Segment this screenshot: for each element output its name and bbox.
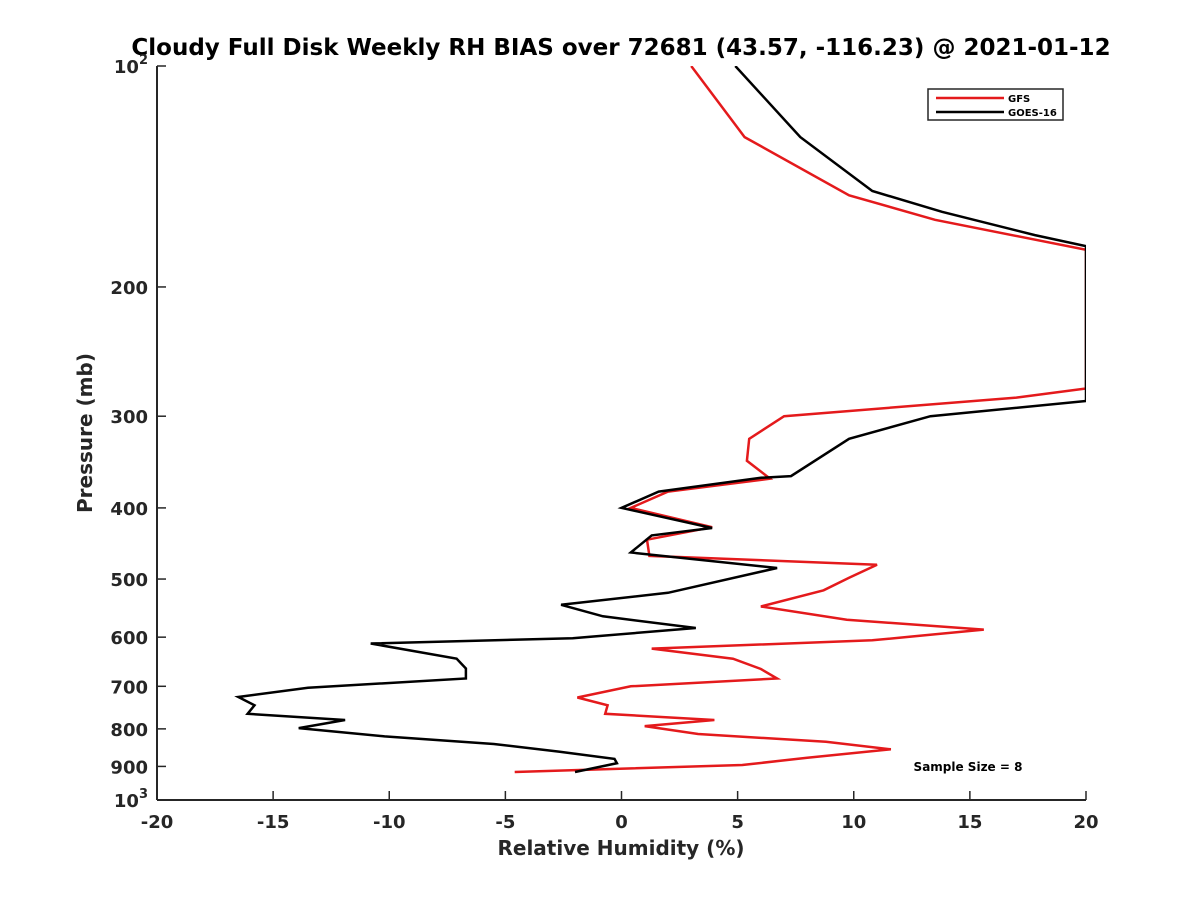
x-axis-label: Relative Humidity (%) (497, 836, 744, 860)
series-line-gfs (514, 66, 1086, 774)
series-layer (234, 66, 1086, 774)
y-tick-label: 500 (110, 570, 148, 591)
plot-background (157, 66, 1086, 800)
y-tick-label: 102 (114, 53, 148, 78)
x-tick-label: 0 (615, 812, 628, 833)
y-axis-label: Pressure (mb) (73, 353, 97, 513)
x-tick-label: -15 (257, 812, 290, 833)
y-tick-label: 103 (114, 787, 148, 812)
x-tick-label: 15 (957, 812, 982, 833)
y-tick-label: 900 (110, 757, 148, 778)
x-tick-label: -10 (373, 812, 406, 833)
legend-label: GFS (1008, 94, 1030, 105)
x-tick-label: 5 (731, 812, 744, 833)
sample-size-annotation: Sample Size = 8 (914, 760, 1023, 774)
x-tick-label: 10 (841, 812, 866, 833)
chart-title: Cloudy Full Disk Weekly RH BIAS over 726… (131, 35, 1110, 61)
legend: GFS GOES-16 (927, 88, 1064, 121)
y-tick-label: 200 (110, 278, 148, 299)
y-tick-label: 400 (110, 499, 148, 520)
y-tick-label: 700 (110, 677, 148, 698)
x-axis-ticks: -20 -15 -10 -5 0 5 10 15 20 (141, 791, 1099, 833)
y-tick-label: 300 (110, 407, 148, 428)
legend-label: GOES-16 (1008, 108, 1057, 119)
legend-items: GFS GOES-16 (936, 94, 1057, 119)
x-tick-label: -20 (141, 812, 174, 833)
x-tick-label: 20 (1073, 812, 1098, 833)
x-tick-label: -5 (495, 812, 515, 833)
plot-area: -20 -15 -10 -5 0 5 10 15 20 102 200 300 400 500 600 70… (110, 53, 1098, 833)
y-tick-label: 800 (110, 720, 148, 741)
series-line-goes-16 (234, 66, 1086, 774)
legend-box (927, 88, 1064, 121)
y-tick-label: 600 (110, 628, 148, 649)
y-axis-ticks: 102 200 300 400 500 600 700 800 900 103 (110, 53, 166, 812)
